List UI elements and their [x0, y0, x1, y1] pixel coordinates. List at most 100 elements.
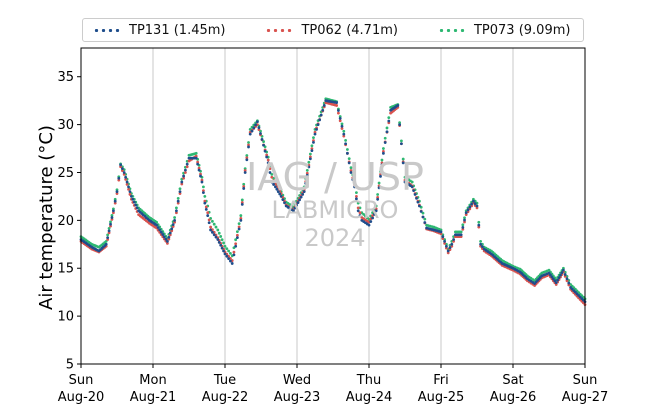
x-tick-label-date: Aug-23: [274, 390, 321, 405]
series-tp131: [79, 99, 587, 304]
data-point: [400, 139, 403, 143]
data-point: [305, 169, 309, 172]
data-point: [416, 200, 420, 204]
legend-label-tp062: TP062 (4.71m): [301, 22, 398, 38]
data-point: [274, 185, 277, 189]
data-point: [204, 205, 208, 209]
data-point: [275, 187, 279, 191]
data-point: [220, 246, 224, 250]
data-point: [237, 227, 241, 231]
x-axis: Sun Aug-20 Mon Aug-21 Tue Aug-22 Wed Aug-23 Thu A…: [58, 364, 609, 405]
data-point: [472, 199, 475, 203]
data-point: [296, 201, 300, 204]
data-point: [268, 164, 272, 168]
data-point: [185, 165, 189, 169]
data-point: [239, 218, 243, 222]
data-point: [110, 218, 114, 221]
data-point: [124, 177, 128, 181]
data-point: [307, 160, 311, 164]
data-point: [158, 228, 162, 232]
y-tick-label: 5: [66, 358, 74, 373]
data-point: [319, 113, 323, 117]
data-point: [459, 230, 463, 234]
data-point: [441, 235, 445, 239]
data-point: [178, 190, 182, 194]
data-point: [356, 201, 360, 205]
data-point: [463, 220, 466, 224]
data-point: [125, 180, 129, 184]
data-point: [479, 242, 482, 246]
data-point: [252, 126, 256, 130]
data-point: [247, 145, 250, 149]
x-tick-label-date: Aug-26: [490, 390, 537, 405]
data-point: [463, 218, 466, 222]
data-point: [196, 160, 200, 164]
data-point: [214, 225, 218, 229]
data-point: [194, 151, 198, 155]
data-point: [159, 230, 163, 234]
data-point: [184, 168, 187, 172]
data-point: [450, 242, 454, 246]
data-point: [128, 190, 132, 194]
data-point: [119, 165, 122, 169]
data-point: [477, 223, 481, 227]
data-point: [349, 171, 353, 174]
data-point: [279, 195, 283, 198]
data-point: [308, 157, 312, 161]
data-point: [351, 173, 355, 177]
data-point: [443, 241, 446, 245]
data-point: [559, 273, 562, 277]
data-point: [106, 233, 110, 237]
data-point: [175, 209, 178, 213]
data-point: [477, 220, 481, 224]
plot-frame: [80, 47, 586, 365]
data-point: [259, 132, 262, 135]
data-point: [446, 249, 450, 253]
data-point: [304, 182, 308, 185]
data-point: [475, 206, 479, 210]
data-point: [168, 231, 172, 235]
data-point: [121, 167, 124, 171]
data-point: [115, 188, 119, 192]
data-point: [461, 223, 465, 227]
data-point: [206, 214, 210, 217]
data-point: [134, 203, 138, 207]
data-point: [122, 173, 126, 176]
x-tick-label-date: Aug-27: [562, 390, 609, 405]
data-point: [135, 206, 139, 210]
data-point: [124, 175, 128, 179]
data-point: [401, 161, 405, 165]
data-point: [242, 187, 246, 190]
data-point: [313, 132, 317, 136]
data-point: [441, 237, 445, 240]
data-point: [452, 238, 455, 241]
data-point: [310, 144, 314, 148]
y-tick-label: 10: [57, 310, 74, 325]
data-point: [358, 214, 362, 217]
data-point: [227, 257, 231, 261]
data-point: [463, 216, 466, 220]
data-point: [240, 198, 244, 202]
data-point: [396, 104, 400, 107]
x-tick-label-date: Aug-25: [418, 390, 465, 405]
data-point: [270, 173, 274, 176]
data-point: [122, 171, 126, 174]
data-point: [232, 250, 236, 254]
data-point: [247, 143, 250, 147]
data-point: [268, 171, 272, 174]
series-layer: [79, 97, 587, 307]
data-point: [107, 227, 111, 230]
x-tick-label-day: Wed: [283, 373, 311, 388]
y-tick-label: 25: [57, 166, 74, 181]
data-point: [464, 211, 468, 215]
data-point: [182, 174, 186, 178]
data-point: [197, 168, 201, 172]
data-point: [349, 166, 353, 170]
data-point: [117, 178, 121, 182]
x-tick-label-day: Fri: [433, 373, 449, 388]
data-point: [356, 206, 360, 210]
data-point: [410, 185, 414, 189]
y-tick-label: 20: [57, 214, 74, 229]
data-point: [225, 254, 229, 258]
data-point: [262, 143, 265, 147]
